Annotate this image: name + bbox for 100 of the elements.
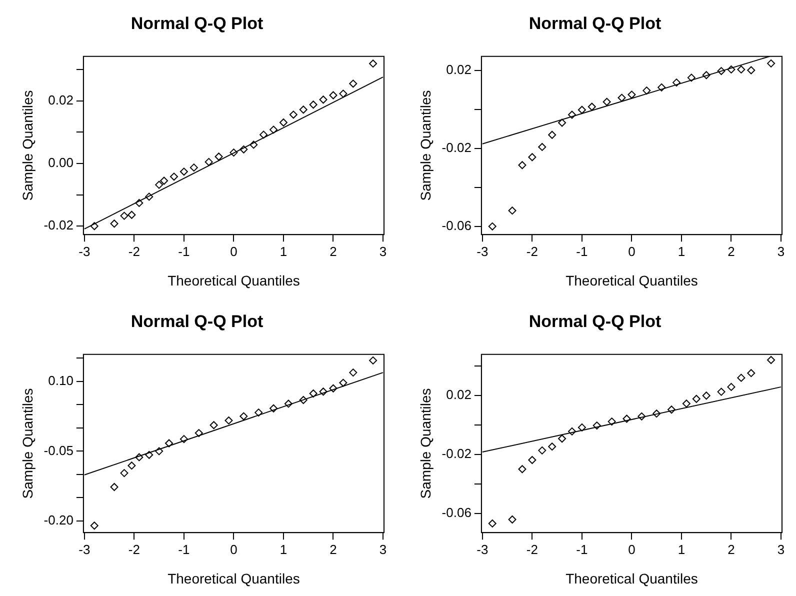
x-tick-label: 1 xyxy=(678,542,686,557)
chart-title: Normal Q-Q Plot xyxy=(130,312,264,331)
point xyxy=(642,86,651,95)
x-axis-title: Theoretical Quantiles xyxy=(168,272,300,288)
point xyxy=(578,106,586,114)
point xyxy=(170,172,178,181)
point xyxy=(538,446,546,454)
point xyxy=(767,59,776,68)
x-tick-label: 1 xyxy=(280,542,288,557)
x-tick-label: 2 xyxy=(728,244,735,259)
point xyxy=(160,176,168,185)
x-tick-label: 1 xyxy=(678,244,686,259)
y-tick-label: -0.02 xyxy=(442,140,472,155)
point xyxy=(702,392,710,400)
x-tick-label: 3 xyxy=(777,244,785,259)
point xyxy=(638,412,646,420)
y-tick-label: -0.06 xyxy=(442,218,472,233)
x-tick-label: -3 xyxy=(476,244,488,259)
y-axis-title: Sample Quantiles xyxy=(19,388,36,499)
point xyxy=(309,389,318,398)
point xyxy=(518,161,526,170)
y-tick-label: -0.02 xyxy=(442,446,472,462)
point xyxy=(588,102,596,111)
x-tick-label: -1 xyxy=(576,542,588,557)
point xyxy=(508,515,516,524)
point xyxy=(568,110,576,119)
chart-title: Normal Q-Q Plot xyxy=(528,14,662,33)
chart-title: Normal Q-Q Plot xyxy=(528,312,662,331)
point xyxy=(548,442,556,451)
point xyxy=(767,356,776,364)
point xyxy=(737,65,746,74)
y-tick-label: 0.02 xyxy=(48,92,74,108)
point xyxy=(692,394,700,403)
x-tick-label: 3 xyxy=(379,542,387,557)
point xyxy=(155,447,164,456)
point xyxy=(727,382,736,391)
y-tick-label: -0.06 xyxy=(442,505,472,520)
y-tick-label: 0.02 xyxy=(446,62,472,77)
point xyxy=(204,158,213,166)
point xyxy=(270,404,278,412)
point xyxy=(687,74,696,82)
x-tick-label: -1 xyxy=(178,244,190,259)
point xyxy=(658,83,666,92)
point xyxy=(145,450,154,459)
point xyxy=(717,67,726,76)
y-tick-label: -0.02 xyxy=(44,218,74,233)
point xyxy=(180,168,188,176)
point xyxy=(240,145,248,154)
point xyxy=(289,110,298,119)
point xyxy=(339,378,348,387)
y-tick-label: -0.05 xyxy=(44,442,74,458)
point xyxy=(90,522,98,530)
point xyxy=(135,453,144,462)
point xyxy=(309,100,318,109)
y-axis-title: Sample Quantiles xyxy=(417,388,434,499)
y-tick-label: 0.10 xyxy=(48,372,74,388)
point xyxy=(254,408,263,417)
x-axis-title: Theoretical Quantiles xyxy=(566,570,698,586)
point xyxy=(702,71,710,80)
y-tick-label: 0.02 xyxy=(446,387,472,402)
x-tick-label: 1 xyxy=(280,244,288,259)
point xyxy=(618,94,626,102)
point xyxy=(128,210,136,219)
point xyxy=(110,483,118,492)
x-tick-label: -1 xyxy=(576,244,588,259)
y-axis-title: Sample Quantiles xyxy=(417,90,434,201)
point xyxy=(737,374,746,382)
point xyxy=(592,422,601,430)
point xyxy=(652,410,661,418)
point xyxy=(145,192,154,201)
point xyxy=(190,164,198,172)
point xyxy=(339,90,348,98)
point xyxy=(270,126,278,134)
point xyxy=(165,439,174,448)
y-tick-label: -0.20 xyxy=(44,512,74,528)
point xyxy=(528,456,536,464)
point xyxy=(369,60,378,68)
point xyxy=(568,427,576,436)
point xyxy=(210,421,218,430)
point xyxy=(180,435,188,444)
point xyxy=(548,130,556,139)
x-tick-label: -3 xyxy=(476,542,488,557)
point xyxy=(622,414,631,423)
point xyxy=(488,519,496,528)
point xyxy=(120,212,128,220)
point xyxy=(488,222,496,230)
point xyxy=(299,106,308,114)
x-tick-label: 2 xyxy=(728,542,735,557)
point xyxy=(155,180,164,189)
x-tick-label: 0 xyxy=(628,542,636,557)
point xyxy=(224,416,233,424)
x-tick-label: 0 xyxy=(230,244,238,259)
point xyxy=(672,78,680,87)
chart-title: Normal Q-Q Plot xyxy=(130,14,264,33)
point xyxy=(260,130,268,139)
point xyxy=(602,98,611,106)
point xyxy=(608,418,616,426)
point xyxy=(747,369,756,378)
x-tick-label: 2 xyxy=(330,244,337,259)
point xyxy=(578,423,586,432)
